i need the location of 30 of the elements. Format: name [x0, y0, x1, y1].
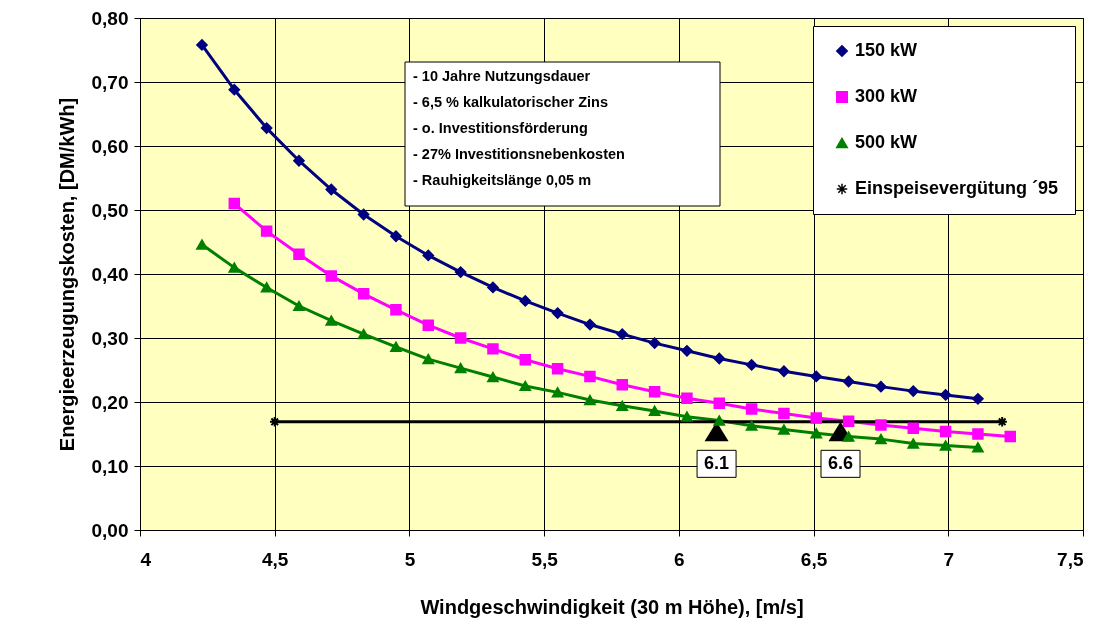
y-tick-label: 0,50 — [91, 199, 129, 221]
y-tick-label: 0,10 — [91, 455, 129, 477]
annotation: - 10 Jahre Nutzungsdauer — [413, 68, 591, 84]
legend-label: 300 kW — [855, 86, 918, 106]
x-tick-label: 5 — [404, 548, 416, 570]
annotation: 6.1 — [704, 452, 730, 473]
legend-label: 500 kW — [855, 132, 918, 152]
y-tick-label: 0,70 — [91, 71, 129, 93]
annotation: - 27% Investitionsnebenkosten — [413, 146, 625, 162]
annotation: 6.6 — [828, 452, 854, 473]
annotation: - 6,5 % kalkulatorischer Zins — [413, 94, 609, 110]
y-tick-label: 0,80 — [91, 7, 129, 29]
annotation: - Rauhigkeitslänge 0,05 m — [413, 172, 592, 188]
x-tick-label: 4 — [140, 548, 152, 570]
x-tick-label: 4,5 — [262, 548, 289, 570]
x-tick-label: 5,5 — [531, 548, 559, 570]
legend-label: 150 kW — [855, 40, 918, 60]
x-tick-label: 6,5 — [800, 548, 828, 570]
y-axis-title: Energieerzeugungskosten, [DM/kWh] — [55, 97, 78, 452]
legend-label: Einspeisevergütung ´95 — [855, 178, 1059, 198]
annotation: - o. Investitionsförderung — [413, 120, 588, 136]
y-tick-label: 0,00 — [91, 519, 129, 541]
x-tick-label: 7 — [943, 548, 955, 570]
y-tick-label: 0,60 — [91, 135, 129, 157]
y-tick-label: 0,20 — [91, 391, 129, 413]
x-axis-title: Windgeschwindigkeit (30 m Höhe), [m/s] — [420, 595, 804, 618]
x-tick-label: 6 — [674, 548, 685, 570]
y-tick-label: 0,30 — [91, 327, 129, 349]
y-tick-label: 0,40 — [91, 263, 129, 285]
x-tick-label: 7,5 — [1057, 548, 1084, 570]
